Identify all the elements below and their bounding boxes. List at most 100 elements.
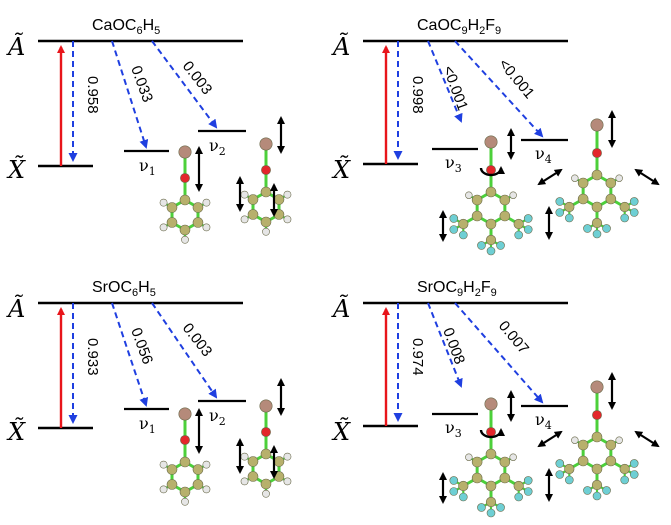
panel-1-mode3-carbon-atom bbox=[499, 210, 511, 222]
panel-0-mode1-hydrogen-atom bbox=[181, 235, 189, 244]
branching-ratio-label: 0.003 bbox=[179, 320, 216, 360]
panel-3-mode3-fluorine-atom bbox=[477, 503, 486, 512]
panel-2-mode1-hydrogen-atom bbox=[202, 485, 211, 494]
lower-state-label: X̃ bbox=[331, 156, 351, 184]
panel-1-mode4-metal-atom bbox=[590, 118, 604, 132]
mode-label: ν3 bbox=[445, 418, 462, 440]
panel-3-mode3-oxygen-atom bbox=[486, 427, 496, 437]
lower-state-label: X̃ bbox=[6, 418, 26, 446]
panel-1-mode3-metal-atom bbox=[484, 135, 498, 149]
panel-0-mode1-carbon-atom bbox=[179, 194, 191, 206]
branching-ratio-label: <0.001 bbox=[439, 64, 471, 113]
panel-1-mode4-carbon-atom bbox=[564, 201, 575, 213]
panel-3-mode3-fluorine-atom bbox=[523, 476, 533, 485]
panel-3-mode4-fluorine-atom bbox=[602, 486, 611, 495]
panel-1-mode4-fluorine-atom bbox=[620, 213, 629, 223]
mode-subscript: 2 bbox=[219, 145, 226, 158]
mode-subscript: 2 bbox=[219, 415, 226, 428]
panel-1-mode3-carbon-atom bbox=[485, 234, 497, 246]
decay-arrow-mode bbox=[111, 302, 149, 407]
panel-1-mode4-carbon-atom bbox=[577, 193, 589, 205]
panel-1-mode4-oxygen-atom bbox=[592, 148, 602, 158]
panel-2-mode2-carbon-atom bbox=[247, 456, 259, 467]
panel-3-mode4-fluorine-atom bbox=[629, 470, 639, 479]
title-text: CaOC bbox=[92, 17, 136, 34]
mode-label: ν2 bbox=[209, 406, 226, 428]
panel-1-mode4-fluorine-atom bbox=[555, 208, 565, 217]
panel-1-mode4-fluorine-atom bbox=[583, 224, 592, 233]
upper-state-label: Ã bbox=[6, 32, 25, 61]
panel-0-mode1-hydrogen-atom bbox=[159, 198, 168, 207]
mode-label: ν4 bbox=[535, 410, 552, 432]
panel-3-mode3-carbon-atom bbox=[499, 472, 511, 484]
panel-3-mode3-carbon-atom bbox=[458, 480, 469, 492]
mode-subscript: 4 bbox=[545, 153, 552, 166]
branching-ratio-label: 0.958 bbox=[84, 76, 101, 114]
title-text: H bbox=[468, 17, 480, 34]
panel-2-mode2-carbon-atom bbox=[260, 478, 272, 490]
panel-3-mode3-fluorine-atom bbox=[486, 508, 496, 518]
panel-2-mode1-carbon-atom bbox=[166, 464, 178, 475]
panel-1-mode4-fluorine-atom bbox=[555, 197, 565, 206]
panel-2-mode1-oxygen-atom bbox=[180, 435, 190, 445]
panel-2-mode2-hydrogen-atom bbox=[283, 452, 292, 461]
title-text: SrOC bbox=[417, 279, 457, 296]
panel-2-mode1-carbon-atom bbox=[192, 464, 204, 475]
panel-0-mode2-oxygen-atom bbox=[261, 165, 271, 175]
panel-1-mode3-molecule bbox=[449, 135, 533, 256]
panel-1-mode3-oxygen-atom bbox=[486, 165, 496, 175]
panel-0-mode2-carbon-atom bbox=[247, 209, 259, 220]
panel-0-mode1-carbon-atom bbox=[179, 224, 191, 236]
panel-3-mode3-carbon-atom bbox=[485, 496, 497, 508]
panel-0-mode1-carbon-atom bbox=[166, 217, 178, 228]
panel-3-mode3-fluorine-atom bbox=[514, 492, 523, 502]
panel-3-mode4-metal-atom bbox=[590, 380, 604, 394]
title-subscript: 5 bbox=[154, 25, 160, 37]
panel-2-mode1-hydrogen-atom bbox=[159, 485, 168, 494]
panel-1-mode3-fluorine-atom bbox=[477, 241, 486, 250]
panel-0-mode2-carbon-atom bbox=[273, 209, 285, 220]
panel-1-mode3-fluorine-atom bbox=[514, 230, 523, 240]
branching-ratio-label: 0.033 bbox=[127, 64, 156, 105]
panel-3-mode3-fluorine-atom bbox=[449, 476, 459, 485]
panel-0-mode2-hydrogen-atom bbox=[262, 227, 270, 236]
panel-3-mode3-carbon-atom bbox=[485, 480, 497, 492]
panel-3-mode4-fluorine-atom bbox=[583, 486, 592, 495]
panel-1-mode3-carbon-atom bbox=[485, 186, 497, 198]
panel-0-mode1-oxygen-atom bbox=[180, 173, 190, 183]
panel-3-mode3-metal-atom bbox=[484, 397, 498, 411]
panel-0-mode2-hydrogen-atom bbox=[283, 190, 292, 199]
panel-1-mode3-fluorine-atom bbox=[486, 246, 496, 256]
panel-3-mode3-hydrogen-atom bbox=[509, 453, 517, 461]
mode-subscript: 3 bbox=[455, 162, 462, 175]
panel-3-mode3-carbon-atom bbox=[471, 456, 483, 468]
decay-arrow-mode bbox=[427, 302, 463, 388]
panel-1-mode4-fluorine-atom bbox=[565, 213, 574, 223]
panel-1-mode4-carbon-atom bbox=[577, 177, 589, 189]
panel-0-mode2-molecule bbox=[240, 137, 292, 236]
panel-3-mode4-carbon-atom bbox=[591, 479, 603, 491]
branching-ratio-label: 0.003 bbox=[179, 58, 216, 98]
mode-symbol: ν bbox=[445, 418, 455, 437]
panel-1-mode4-hydrogen-atom bbox=[615, 174, 623, 182]
panel-3-mode4-fluorine-atom bbox=[629, 459, 639, 468]
vibration-direction-arrow bbox=[634, 168, 660, 186]
panel-3-mode4-carbon-atom bbox=[577, 455, 589, 467]
panel-1-mode3-hydrogen-atom bbox=[509, 191, 517, 199]
mode-symbol: ν bbox=[209, 406, 219, 425]
panel-3-mode4-fluorine-atom bbox=[620, 475, 629, 485]
panel-3-mode3-fluorine-atom bbox=[459, 492, 468, 502]
mode-symbol: ν bbox=[139, 414, 149, 433]
title-subscript: 6 bbox=[132, 287, 138, 299]
panel-1-mode4-fluorine-atom bbox=[602, 224, 611, 233]
title-text: CaOC bbox=[417, 17, 461, 34]
panel-1-mode3-carbon-atom bbox=[458, 218, 469, 230]
panel-0-mode2-hydrogen-atom bbox=[240, 190, 249, 199]
panel-1-mode3-fluorine-atom bbox=[523, 225, 533, 234]
panel-3-mode4-oxygen-atom bbox=[592, 410, 602, 420]
decay-arrow-mode bbox=[454, 40, 544, 138]
panel-2-mode2-metal-atom bbox=[259, 399, 273, 413]
